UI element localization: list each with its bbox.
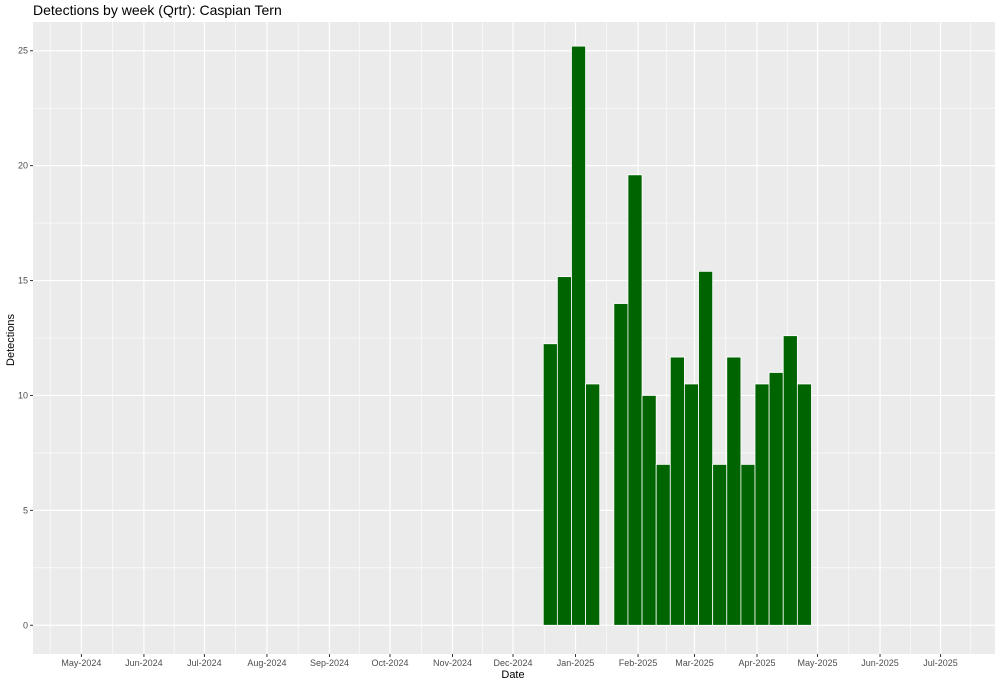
x-tick-label: Oct-2024 bbox=[371, 658, 408, 668]
x-tick-label: Jan-2025 bbox=[557, 658, 595, 668]
x-tick-label: Apr-2025 bbox=[739, 658, 776, 668]
y-tick-label: 0 bbox=[23, 620, 28, 630]
bar bbox=[726, 356, 742, 626]
bars bbox=[542, 45, 812, 626]
bar bbox=[641, 395, 657, 626]
bar bbox=[796, 383, 812, 626]
bar bbox=[613, 303, 629, 626]
x-axis: May-2024 Jun-2024 Jul-2024 Aug-2024 Sep-2024… bbox=[61, 654, 958, 668]
x-tick-label: Jun-2024 bbox=[125, 658, 163, 668]
bar bbox=[571, 45, 586, 626]
y-tick-label: 20 bbox=[18, 161, 28, 171]
bar bbox=[585, 383, 601, 626]
x-tick-label: Nov-2024 bbox=[433, 658, 472, 668]
bar bbox=[542, 343, 558, 626]
x-tick-label: Aug-2024 bbox=[247, 658, 286, 668]
bar bbox=[740, 463, 756, 626]
bar bbox=[768, 372, 784, 626]
x-tick-label: Feb-2025 bbox=[619, 658, 658, 668]
y-axis: 0 5 10 15 20 25 bbox=[18, 46, 33, 630]
y-tick-label: 10 bbox=[18, 390, 28, 400]
x-tick-label: Jun-2025 bbox=[861, 658, 899, 668]
bar bbox=[655, 463, 671, 626]
bar bbox=[684, 383, 699, 626]
y-axis-title: Detections bbox=[5, 314, 17, 366]
x-axis-title: Date bbox=[501, 669, 524, 681]
bar bbox=[754, 383, 770, 626]
bar bbox=[712, 463, 728, 626]
bar bbox=[698, 270, 714, 626]
x-tick-label: May-2025 bbox=[798, 658, 838, 668]
x-tick-label: Jul-2024 bbox=[187, 658, 222, 668]
bar bbox=[556, 276, 572, 626]
y-tick-label: 15 bbox=[18, 276, 28, 286]
x-tick-label: Dec-2024 bbox=[493, 658, 532, 668]
x-tick-label: May-2024 bbox=[61, 658, 101, 668]
x-tick-label: Jul-2025 bbox=[923, 658, 958, 668]
x-tick-label: Mar-2025 bbox=[675, 658, 714, 668]
y-tick-label: 25 bbox=[18, 46, 28, 56]
bar bbox=[627, 174, 643, 626]
bar bbox=[782, 335, 798, 626]
chart-title: Detections by week (Qrtr): Caspian Tern bbox=[33, 2, 282, 18]
x-tick-label: Sep-2024 bbox=[310, 658, 349, 668]
y-tick-label: 5 bbox=[23, 505, 28, 515]
bar bbox=[669, 356, 685, 626]
